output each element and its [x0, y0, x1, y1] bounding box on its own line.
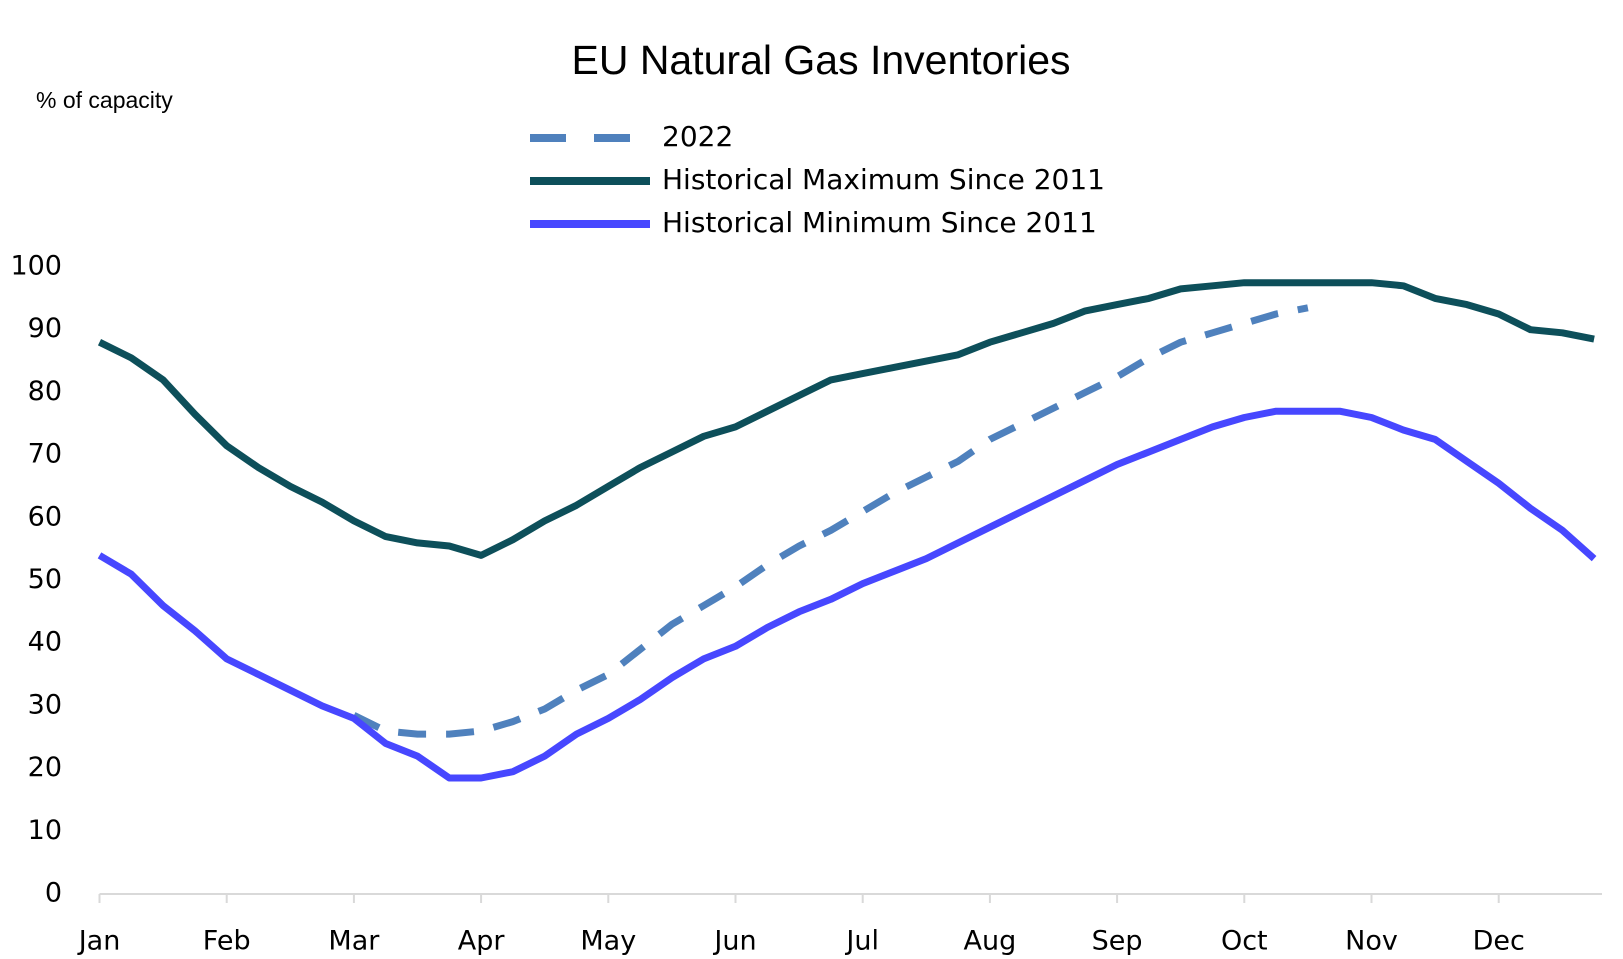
- y-tick-label: 30: [28, 689, 62, 720]
- x-tick-label: Sep: [1092, 926, 1143, 957]
- x-tick-label: Mar: [328, 926, 380, 957]
- x-tick-label: Aug: [964, 926, 1017, 957]
- x-tick-label: Jul: [844, 926, 879, 957]
- x-tick-label: Jan: [77, 926, 121, 957]
- y-tick-label: 50: [28, 564, 62, 595]
- series-line: [352, 304, 1309, 738]
- y-tick-label: 0: [45, 878, 62, 909]
- y-tick-label: 60: [28, 501, 62, 532]
- y-tick-label: 40: [28, 627, 62, 658]
- legend-label: Historical Minimum Since 2011: [662, 206, 1097, 239]
- y-tick-label: 20: [28, 752, 62, 783]
- x-tick-label: May: [580, 926, 636, 957]
- x-tick-label: Oct: [1221, 926, 1268, 957]
- x-tick-label: Apr: [458, 926, 506, 957]
- y-axis-label: % of capacity: [36, 87, 173, 113]
- y-tick-label: 100: [10, 251, 62, 282]
- x-tick-label: Feb: [203, 926, 251, 957]
- legend-label: 2022: [662, 120, 733, 153]
- y-tick-label: 90: [28, 313, 62, 344]
- x-tick-label: Dec: [1473, 926, 1525, 957]
- y-tick-label: 10: [28, 815, 62, 846]
- y-tick-label: 70: [28, 439, 62, 470]
- series-line: [97, 407, 1597, 782]
- x-tick-label: Jun: [712, 926, 756, 957]
- y-tick-label: 80: [28, 376, 62, 407]
- legend-label: Historical Maximum Since 2011: [662, 163, 1105, 196]
- chart-title: EU Natural Gas Inventories: [571, 37, 1070, 83]
- x-tick-label: Nov: [1345, 926, 1398, 957]
- series-line: [97, 279, 1595, 559]
